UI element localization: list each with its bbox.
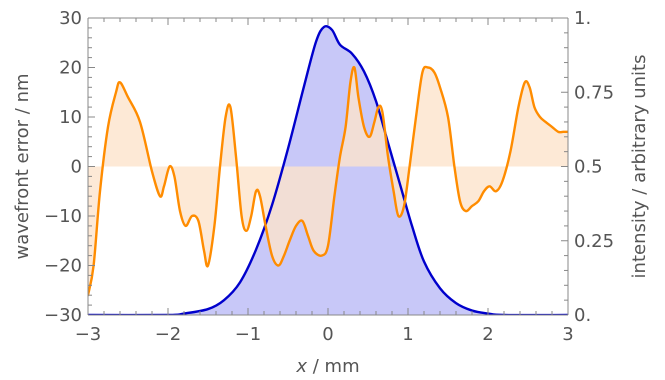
y-tick-label: −30 [44,305,82,326]
y-tick-label: 20 [59,58,82,79]
y-tick-label: 0 [71,157,82,178]
x-axis-label-unit: / mm [307,356,360,377]
x-tick-label: −2 [155,324,182,345]
x-tick-label: 2 [482,324,493,345]
y2-tick-label: 0.75 [574,82,614,103]
x-axis-label-variable: x [295,356,307,377]
y-tick-label: 30 [59,8,82,29]
y2-tick-label: 0. [574,305,591,326]
x-tick-label: −1 [235,324,262,345]
x-tick-label: −3 [75,324,102,345]
labels-layer: x / mm wavefront error / nm intensity / … [12,55,650,377]
y-axis-label: wavefront error / nm [12,73,33,259]
y2-tick-label: 0.25 [574,231,614,252]
x-axis-label: x / mm [295,356,359,377]
intensity-line [88,24,568,315]
y-tick-label: 10 [59,107,82,128]
wavefront-line [88,65,568,297]
x-tick-label: 3 [562,324,573,345]
y2-axis-label: intensity / arbitrary units [629,55,650,279]
x-tick-label: 0 [322,324,333,345]
y-tick-label: −10 [44,206,82,227]
y2-tick-label: 0.5 [574,157,603,178]
series-layer [88,24,568,315]
y-tick-label: −20 [44,256,82,277]
x-tick-label: 1 [402,324,413,345]
axes-layer: −3 −2 −1 0 1 2 3−30−20−1001020300.0.250.50.751… [44,8,614,345]
y2-tick-label: 1. [574,8,591,29]
